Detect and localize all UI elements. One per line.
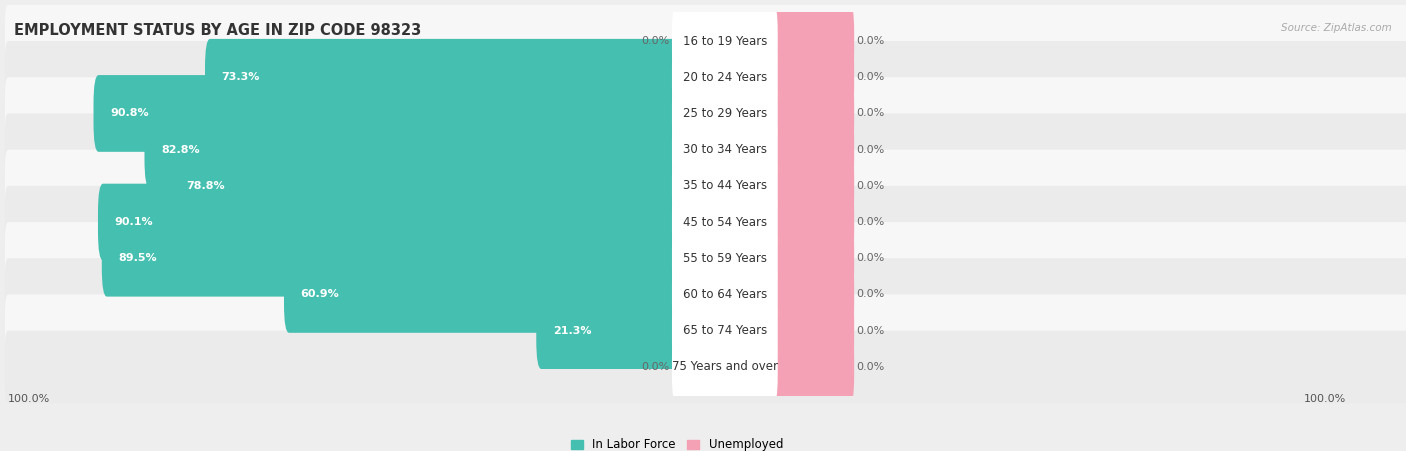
FancyBboxPatch shape (145, 111, 682, 188)
Text: 0.0%: 0.0% (856, 326, 884, 336)
FancyBboxPatch shape (768, 292, 855, 369)
FancyBboxPatch shape (672, 75, 778, 152)
FancyBboxPatch shape (6, 114, 1406, 186)
FancyBboxPatch shape (536, 292, 682, 369)
FancyBboxPatch shape (205, 39, 682, 115)
FancyBboxPatch shape (768, 220, 855, 297)
Text: 0.0%: 0.0% (856, 362, 884, 372)
FancyBboxPatch shape (6, 150, 1406, 222)
Text: 65 to 74 Years: 65 to 74 Years (683, 324, 766, 337)
FancyBboxPatch shape (6, 77, 1406, 150)
FancyBboxPatch shape (768, 147, 855, 224)
Text: 35 to 44 Years: 35 to 44 Years (683, 179, 766, 192)
FancyBboxPatch shape (672, 220, 778, 297)
FancyBboxPatch shape (6, 186, 1406, 258)
Text: 0.0%: 0.0% (641, 362, 669, 372)
Text: 0.0%: 0.0% (856, 253, 884, 263)
FancyBboxPatch shape (672, 39, 778, 115)
FancyBboxPatch shape (672, 3, 778, 79)
Text: EMPLOYMENT STATUS BY AGE IN ZIP CODE 98323: EMPLOYMENT STATUS BY AGE IN ZIP CODE 983… (14, 23, 422, 37)
FancyBboxPatch shape (672, 147, 778, 224)
FancyBboxPatch shape (672, 111, 778, 188)
Text: 100.0%: 100.0% (1303, 394, 1346, 404)
FancyBboxPatch shape (284, 256, 682, 333)
Text: 0.0%: 0.0% (856, 108, 884, 119)
Text: 0.0%: 0.0% (641, 36, 669, 46)
Text: 82.8%: 82.8% (162, 145, 200, 155)
FancyBboxPatch shape (672, 256, 778, 333)
FancyBboxPatch shape (672, 328, 778, 405)
FancyBboxPatch shape (768, 328, 855, 405)
FancyBboxPatch shape (768, 75, 855, 152)
FancyBboxPatch shape (6, 258, 1406, 331)
Text: 90.8%: 90.8% (110, 108, 149, 119)
Text: 0.0%: 0.0% (856, 217, 884, 227)
Text: 25 to 29 Years: 25 to 29 Years (683, 107, 766, 120)
Text: 60.9%: 60.9% (301, 290, 339, 299)
FancyBboxPatch shape (98, 184, 682, 260)
Text: Source: ZipAtlas.com: Source: ZipAtlas.com (1281, 23, 1392, 32)
Text: 90.1%: 90.1% (114, 217, 153, 227)
Text: 78.8%: 78.8% (187, 181, 225, 191)
FancyBboxPatch shape (672, 184, 778, 260)
Text: 45 to 54 Years: 45 to 54 Years (683, 216, 766, 229)
FancyBboxPatch shape (101, 220, 682, 297)
FancyBboxPatch shape (672, 292, 778, 369)
FancyBboxPatch shape (6, 5, 1406, 77)
Text: 100.0%: 100.0% (8, 394, 51, 404)
FancyBboxPatch shape (768, 39, 855, 115)
Text: 0.0%: 0.0% (856, 145, 884, 155)
FancyBboxPatch shape (6, 41, 1406, 114)
Text: 0.0%: 0.0% (856, 72, 884, 82)
FancyBboxPatch shape (6, 295, 1406, 367)
FancyBboxPatch shape (768, 111, 855, 188)
FancyBboxPatch shape (6, 331, 1406, 403)
Text: 30 to 34 Years: 30 to 34 Years (683, 143, 766, 156)
Text: 73.3%: 73.3% (222, 72, 260, 82)
FancyBboxPatch shape (170, 147, 682, 224)
Text: 0.0%: 0.0% (856, 181, 884, 191)
Text: 60 to 64 Years: 60 to 64 Years (683, 288, 766, 301)
FancyBboxPatch shape (768, 256, 855, 333)
Text: 20 to 24 Years: 20 to 24 Years (683, 71, 766, 84)
Legend: In Labor Force, Unemployed: In Labor Force, Unemployed (571, 438, 783, 451)
Text: 16 to 19 Years: 16 to 19 Years (683, 35, 768, 47)
Text: 0.0%: 0.0% (856, 36, 884, 46)
FancyBboxPatch shape (94, 75, 682, 152)
FancyBboxPatch shape (6, 222, 1406, 295)
Text: 75 Years and over: 75 Years and over (672, 360, 778, 373)
Text: 89.5%: 89.5% (118, 253, 157, 263)
Text: 21.3%: 21.3% (553, 326, 592, 336)
FancyBboxPatch shape (768, 184, 855, 260)
FancyBboxPatch shape (768, 3, 855, 79)
Text: 0.0%: 0.0% (856, 290, 884, 299)
Text: 55 to 59 Years: 55 to 59 Years (683, 252, 766, 265)
